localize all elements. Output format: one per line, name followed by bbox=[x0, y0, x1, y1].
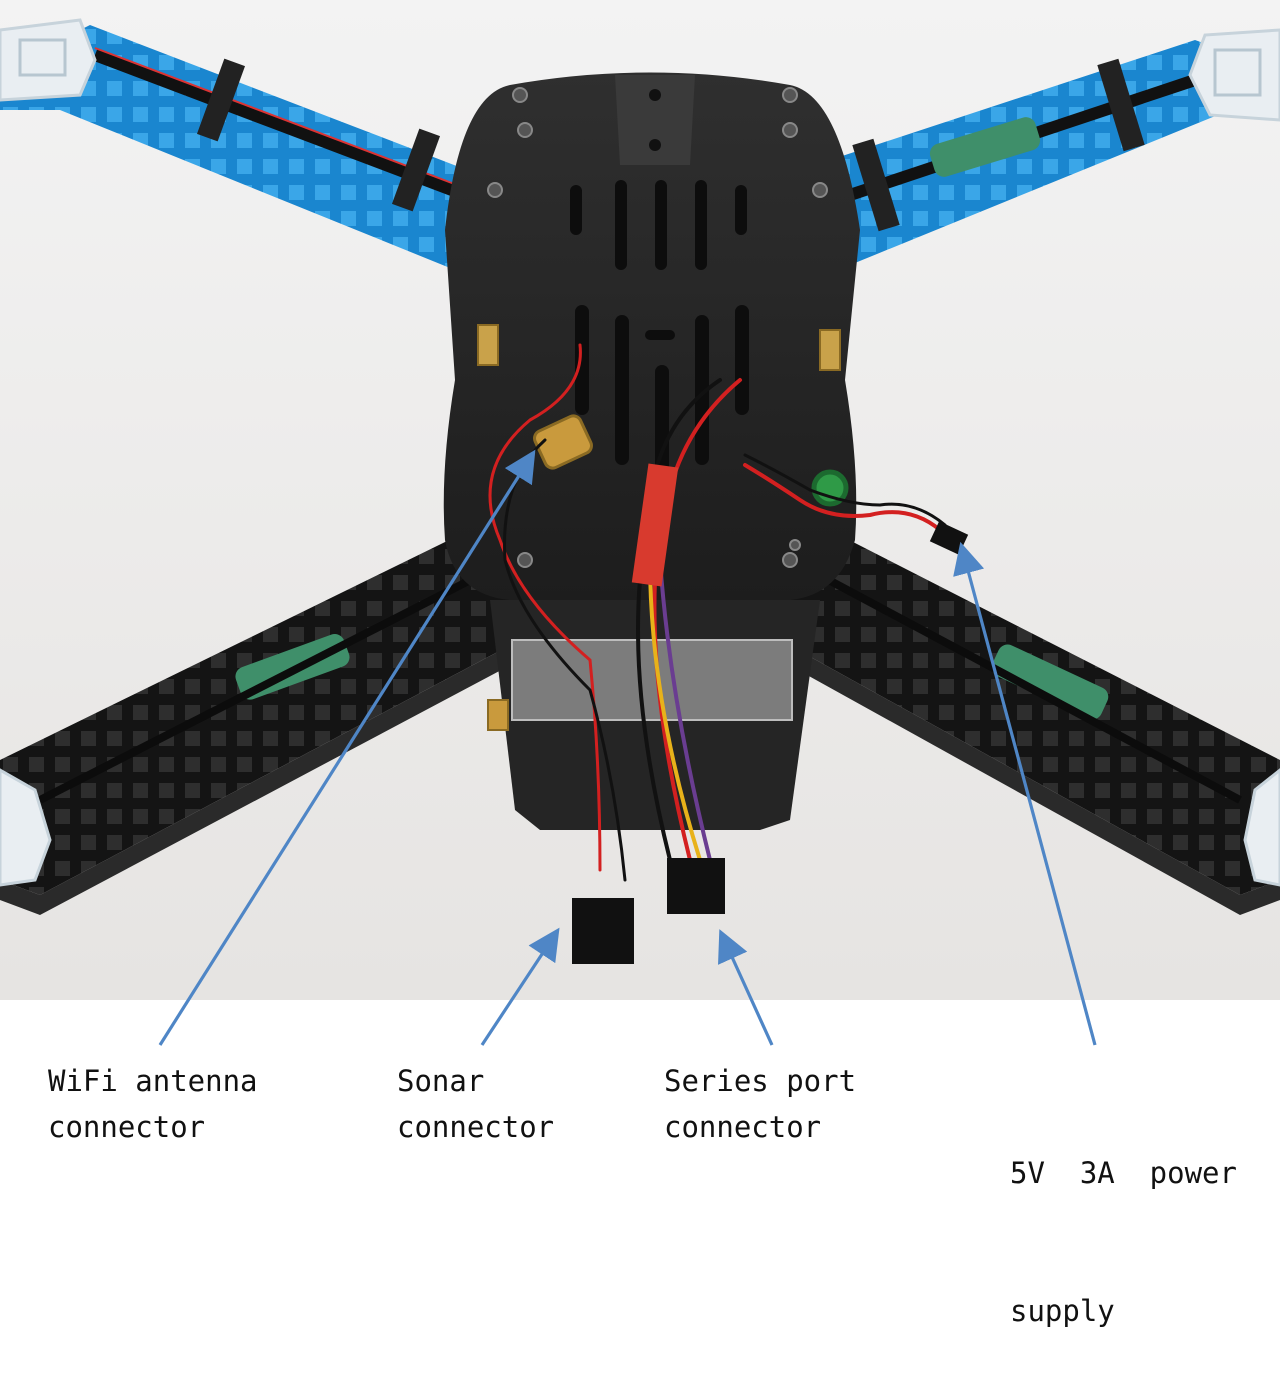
serial-connector-plug bbox=[667, 858, 725, 914]
motor-mount-bottom-left bbox=[0, 768, 52, 887]
battery-box bbox=[490, 600, 820, 830]
label-sonar-line1: Sonar bbox=[397, 1064, 485, 1098]
drone-photo bbox=[0, 0, 1280, 1000]
label-power-supply: 5V 3A power supply bbox=[1010, 1058, 1237, 1380]
label-wifi-line2: connector bbox=[48, 1110, 206, 1144]
label-sonar-line2: connector bbox=[397, 1110, 555, 1144]
arm-top-right bbox=[830, 40, 1280, 265]
label-wifi-antenna-connector: WiFi antenna connector bbox=[48, 1058, 258, 1150]
sonar-connector-plug bbox=[572, 898, 634, 964]
label-sonar-connector: Sonar connector bbox=[397, 1058, 554, 1150]
motor-mount-top-left bbox=[0, 18, 97, 102]
label-serial-line2: connector bbox=[664, 1110, 822, 1144]
label-power-line2: supply bbox=[1010, 1294, 1115, 1328]
motor-mount-bottom-right bbox=[1243, 768, 1280, 887]
label-serial-line1: Series port bbox=[664, 1064, 857, 1098]
label-wifi-line1: WiFi antenna bbox=[48, 1064, 258, 1098]
arm-top-left bbox=[0, 25, 480, 270]
label-series-port-connector: Series port connector bbox=[664, 1058, 856, 1150]
drone-body bbox=[443, 72, 860, 731]
label-power-line1: 5V 3A power bbox=[1010, 1156, 1237, 1190]
motor-mount-top-right bbox=[1188, 28, 1280, 122]
